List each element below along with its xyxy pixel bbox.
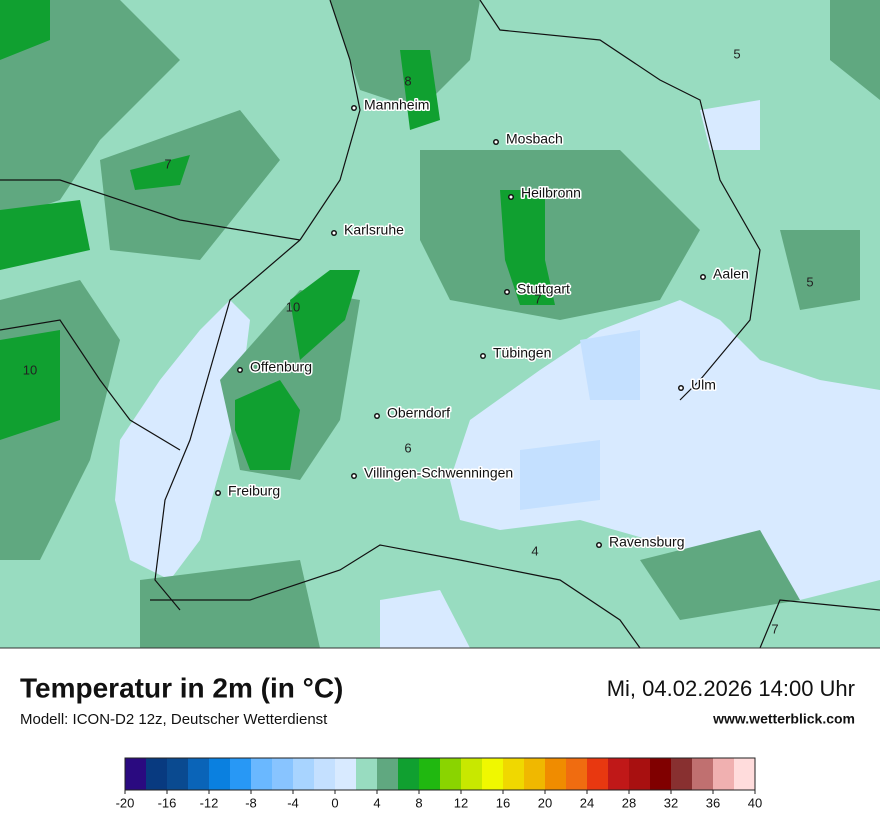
tick-label: 28	[622, 795, 636, 810]
tick-label: 40	[748, 795, 762, 810]
color-step	[314, 758, 335, 790]
contour-label: 7	[771, 621, 778, 636]
tick-label: -8	[245, 795, 257, 810]
city: Freiburg	[215, 481, 282, 500]
tick-label: 24	[580, 795, 594, 810]
color-step	[230, 758, 251, 790]
website: www.wetterblick.com	[712, 711, 855, 727]
color-step	[125, 758, 146, 790]
city-label: Stuttgart	[517, 281, 570, 297]
tick-label: 0	[331, 795, 338, 810]
color-step	[587, 758, 608, 790]
color-step	[713, 758, 734, 790]
color-step	[356, 758, 377, 790]
city: Mosbach	[493, 129, 564, 148]
city: Ulm	[678, 375, 717, 394]
color-step	[251, 758, 272, 790]
tick-label: 20	[538, 795, 552, 810]
title: Temperatur in 2m (in °C)	[20, 672, 343, 703]
color-step	[377, 758, 398, 790]
color-step	[461, 758, 482, 790]
color-step	[146, 758, 167, 790]
contour-label: 8	[404, 73, 411, 88]
city-label: Ulm	[691, 377, 716, 393]
color-step	[734, 758, 755, 790]
borders	[0, 0, 880, 649]
color-step	[398, 758, 419, 790]
tick-label: 12	[454, 795, 468, 810]
color-step	[692, 758, 713, 790]
city: Oberndorf	[374, 403, 452, 422]
city-label: Aalen	[713, 266, 749, 282]
colorbar-frame	[124, 757, 756, 791]
tick-label: -16	[158, 795, 177, 810]
datetime: Mi, 04.02.2026 14:00 Uhr	[607, 676, 855, 701]
contour-label: 6	[404, 440, 411, 455]
city-label: Ravensburg	[609, 534, 685, 550]
color-step	[293, 758, 314, 790]
contour-label: 10	[23, 362, 37, 377]
color-step	[335, 758, 356, 790]
color-step	[650, 758, 671, 790]
colder-spots	[520, 330, 640, 510]
tick-label: -20	[116, 795, 135, 810]
city-label: Heilbronn	[521, 185, 581, 201]
tick-label: 32	[664, 795, 678, 810]
city: Tübingen	[480, 343, 553, 362]
contour-label: 10	[286, 299, 300, 314]
cold-areas	[115, 100, 880, 648]
color-step	[419, 758, 440, 790]
city-label: Oberndorf	[387, 405, 450, 421]
city-label: Freiburg	[228, 483, 280, 499]
city-label: Mannheim	[364, 97, 429, 113]
color-step	[167, 758, 188, 790]
city: Aalen	[700, 264, 750, 283]
city: Karlsruhe	[331, 220, 406, 239]
warmer-areas	[0, 0, 555, 470]
color-step	[524, 758, 545, 790]
city-label: Mosbach	[506, 131, 563, 147]
model-info: Modell: ICON-D2 12z, Deutscher Wetterdie…	[20, 711, 328, 728]
city-label: Offenburg	[250, 359, 312, 375]
tick-label: 8	[415, 795, 422, 810]
contour-label: 4	[531, 543, 538, 558]
tick-label: 36	[706, 795, 720, 810]
city: Heilbronn	[508, 183, 582, 202]
city: Offenburg	[237, 357, 314, 376]
color-step	[209, 758, 230, 790]
contour-label: 5	[733, 46, 740, 61]
color-step	[671, 758, 692, 790]
tick-label: -12	[200, 795, 219, 810]
color-step	[272, 758, 293, 790]
color-step	[608, 758, 629, 790]
tick-label: 16	[496, 795, 510, 810]
colorbar: -20 -16 -12 -8 -4 0 4 8 12 16 20 24 28 32 36 40	[116, 757, 762, 810]
color-step	[629, 758, 650, 790]
city: Ravensburg	[596, 532, 686, 551]
city-label: Karlsruhe	[344, 222, 404, 238]
city: Villingen-Schwenningen	[351, 463, 515, 482]
contour-label: 5	[806, 274, 813, 289]
tick-label: 4	[373, 795, 380, 810]
map	[0, 0, 880, 649]
contour-label: 7	[534, 291, 541, 306]
city-label: Villingen-Schwenningen	[364, 465, 513, 481]
city: Mannheim	[351, 95, 431, 114]
color-step	[503, 758, 524, 790]
contour-label: 7	[164, 156, 171, 171]
color-step	[545, 758, 566, 790]
color-step	[188, 758, 209, 790]
color-step	[482, 758, 503, 790]
city-label: Tübingen	[493, 345, 551, 361]
tick-label: -4	[287, 795, 299, 810]
contour-labels: 8 7 10 7 10 6 4 5 5 7	[23, 46, 814, 636]
city: Stuttgart	[504, 279, 572, 298]
color-step	[440, 758, 461, 790]
color-step	[566, 758, 587, 790]
cities: Mannheim Mosbach Heilbronn Karlsruhe Stu…	[215, 95, 750, 551]
